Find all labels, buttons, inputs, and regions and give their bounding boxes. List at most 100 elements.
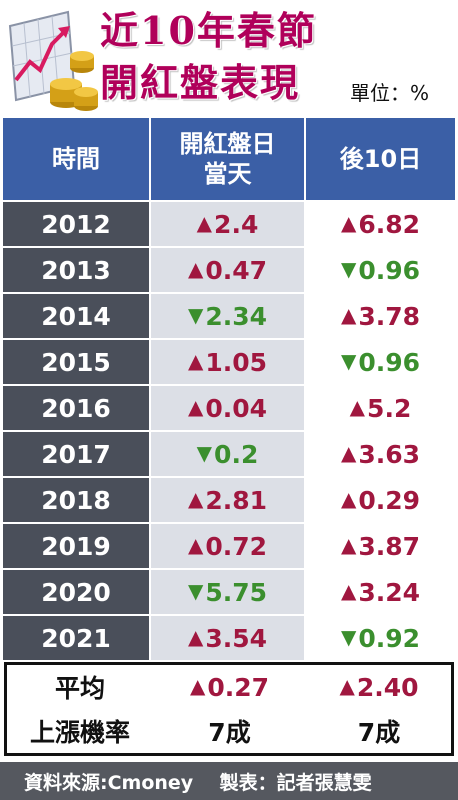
cell-value: 1.05 — [205, 347, 268, 377]
cell-value: 7成 — [208, 718, 251, 747]
triangle-up-icon: ▲ — [340, 303, 357, 327]
cell-value: 5.2 — [367, 393, 412, 423]
cell-value: 2.34 — [205, 301, 268, 331]
opening-day-cell: ▼ 2.34 — [151, 294, 304, 338]
summary-opening-day-cell: 7成 — [153, 709, 306, 753]
triangle-up-icon: ▲ — [340, 441, 357, 465]
year-cell: 2017 — [3, 432, 149, 476]
triangle-up-icon: ▲ — [189, 674, 206, 698]
triangle-up-icon: ▲ — [340, 211, 357, 235]
after-10-days-cell: ▲ 3.63 — [306, 432, 455, 476]
year-cell: 2015 — [3, 340, 149, 384]
triangle-up-icon: ▲ — [349, 395, 366, 419]
cell-value: 0.96 — [358, 347, 421, 377]
after-10-days-cell: ▲ 6.82 — [306, 202, 455, 246]
column-header-after-10-days: 後10日 — [306, 118, 455, 200]
after-10-days-cell: ▲ 3.78 — [306, 294, 455, 338]
after-10-days-cell: ▲ 5.2 — [306, 386, 455, 430]
cell-value: 2.40 — [356, 672, 419, 702]
year-cell: 2020 — [3, 570, 149, 614]
cell-value: 7成 — [357, 718, 401, 747]
opening-day-cell: ▲ 3.54 — [151, 616, 304, 660]
year-cell: 2014 — [3, 294, 149, 338]
opening-day-cell: ▼ 5.75 — [151, 570, 304, 614]
cell-value: 0.47 — [205, 255, 268, 285]
cell-value: 3.54 — [205, 623, 268, 653]
cell-value: 0.72 — [205, 531, 268, 561]
page-title-line-1: 近10年春節 — [100, 8, 317, 53]
summary-after-10-days-cell: 7成 — [307, 709, 451, 753]
cell-value: 2.4 — [214, 209, 259, 239]
table-row: 2014 ▼ 2.34 ▲ 3.78 — [3, 294, 455, 338]
triangle-up-icon: ▲ — [340, 533, 357, 557]
triangle-up-icon: ▲ — [187, 349, 204, 373]
opening-day-cell: ▲ 1.05 — [151, 340, 304, 384]
triangle-up-icon: ▲ — [187, 487, 204, 511]
table-row: 2016 ▲ 0.04 ▲ 5.2 — [3, 386, 455, 430]
page-title-line-2: 開紅盤表現 — [100, 60, 301, 105]
cell-value: 3.78 — [358, 301, 421, 331]
triangle-down-icon: ▼ — [340, 349, 357, 373]
year-cell: 2013 — [3, 248, 149, 292]
opening-day-cell: ▼ 0.2 — [151, 432, 304, 476]
cell-value: 3.87 — [358, 531, 421, 561]
opening-day-cell: ▲ 0.72 — [151, 524, 304, 568]
summary-box: 平均 ▲ 0.27 ▲ 2.40 上漲機率 7成 7成 — [4, 662, 454, 756]
cell-value: 0.27 — [207, 672, 270, 702]
triangle-up-icon: ▲ — [196, 211, 213, 235]
cell-value: 5.75 — [205, 577, 268, 607]
cell-value: 3.24 — [358, 577, 421, 607]
chart-with-coins-icon — [8, 10, 98, 111]
triangle-down-icon: ▼ — [187, 303, 204, 327]
cell-value: 6.82 — [358, 209, 421, 239]
triangle-up-icon: ▲ — [339, 674, 355, 698]
after-10-days-cell: ▲ 0.29 — [306, 478, 455, 522]
cell-value: 0.92 — [358, 623, 421, 653]
triangle-up-icon: ▲ — [187, 533, 204, 557]
summary-label: 平均 — [54, 674, 105, 703]
unit-label: 單位：% — [350, 81, 430, 105]
summary-opening-day-cell: ▲ 0.27 — [153, 665, 306, 709]
header: 近10年春節 開紅盤表現 單位：% — [0, 0, 458, 118]
table-row: 2019 ▲ 0.72 ▲ 3.87 — [3, 524, 455, 568]
cell-value: 0.96 — [358, 255, 421, 285]
table-row: 2017 ▼ 0.2 ▲ 3.63 — [3, 432, 455, 476]
table-row: 2021 ▲ 3.54 ▼ 0.92 — [3, 616, 455, 660]
triangle-up-icon: ▲ — [340, 487, 357, 511]
footer-source: 資料來源:Cmoney 製表：記者張慧雯 — [0, 762, 458, 800]
data-table: 時間 開紅盤日 當天 後10日 2012 ▲ 2.4 ▲ 6.82 2013 ▲ 0.47 ▼ 0… — [3, 118, 455, 662]
year-cell: 2016 — [3, 386, 149, 430]
summary-row: 上漲機率 7成 7成 — [7, 709, 451, 753]
table-row: 2012 ▲ 2.4 ▲ 6.82 — [3, 202, 455, 246]
cell-value: 0.04 — [205, 393, 268, 423]
summary-label: 上漲機率 — [29, 718, 130, 747]
cell-value: 0.29 — [358, 485, 421, 515]
after-10-days-cell: ▲ 3.24 — [306, 570, 455, 614]
triangle-down-icon: ▼ — [196, 441, 213, 465]
opening-day-cell: ▲ 2.81 — [151, 478, 304, 522]
triangle-up-icon: ▲ — [187, 625, 204, 649]
triangle-down-icon: ▼ — [187, 579, 204, 603]
triangle-down-icon: ▼ — [340, 257, 357, 281]
after-10-days-cell: ▲ 3.87 — [306, 524, 455, 568]
table-row: 2018 ▲ 2.81 ▲ 0.29 — [3, 478, 455, 522]
triangle-up-icon: ▲ — [187, 257, 204, 281]
cell-value: 0.2 — [214, 439, 259, 469]
cell-value: 3.63 — [358, 439, 421, 469]
column-header-time: 時間 — [3, 118, 149, 200]
after-10-days-cell: ▼ 0.96 — [306, 340, 455, 384]
table-row: 2015 ▲ 1.05 ▼ 0.96 — [3, 340, 455, 384]
cell-value: 2.81 — [205, 485, 268, 515]
column-header-opening-day: 開紅盤日 當天 — [151, 118, 304, 200]
year-cell: 2012 — [3, 202, 149, 246]
after-10-days-cell: ▼ 0.92 — [306, 616, 455, 660]
opening-day-cell: ▲ 2.4 — [151, 202, 304, 246]
triangle-down-icon: ▼ — [340, 625, 357, 649]
summary-after-10-days-cell: ▲ 2.40 — [307, 665, 451, 709]
year-cell: 2018 — [3, 478, 149, 522]
triangle-up-icon: ▲ — [340, 579, 357, 603]
opening-day-cell: ▲ 0.04 — [151, 386, 304, 430]
triangle-up-icon: ▲ — [187, 395, 204, 419]
opening-day-cell: ▲ 0.47 — [151, 248, 304, 292]
table-row: 2013 ▲ 0.47 ▼ 0.96 — [3, 248, 455, 292]
